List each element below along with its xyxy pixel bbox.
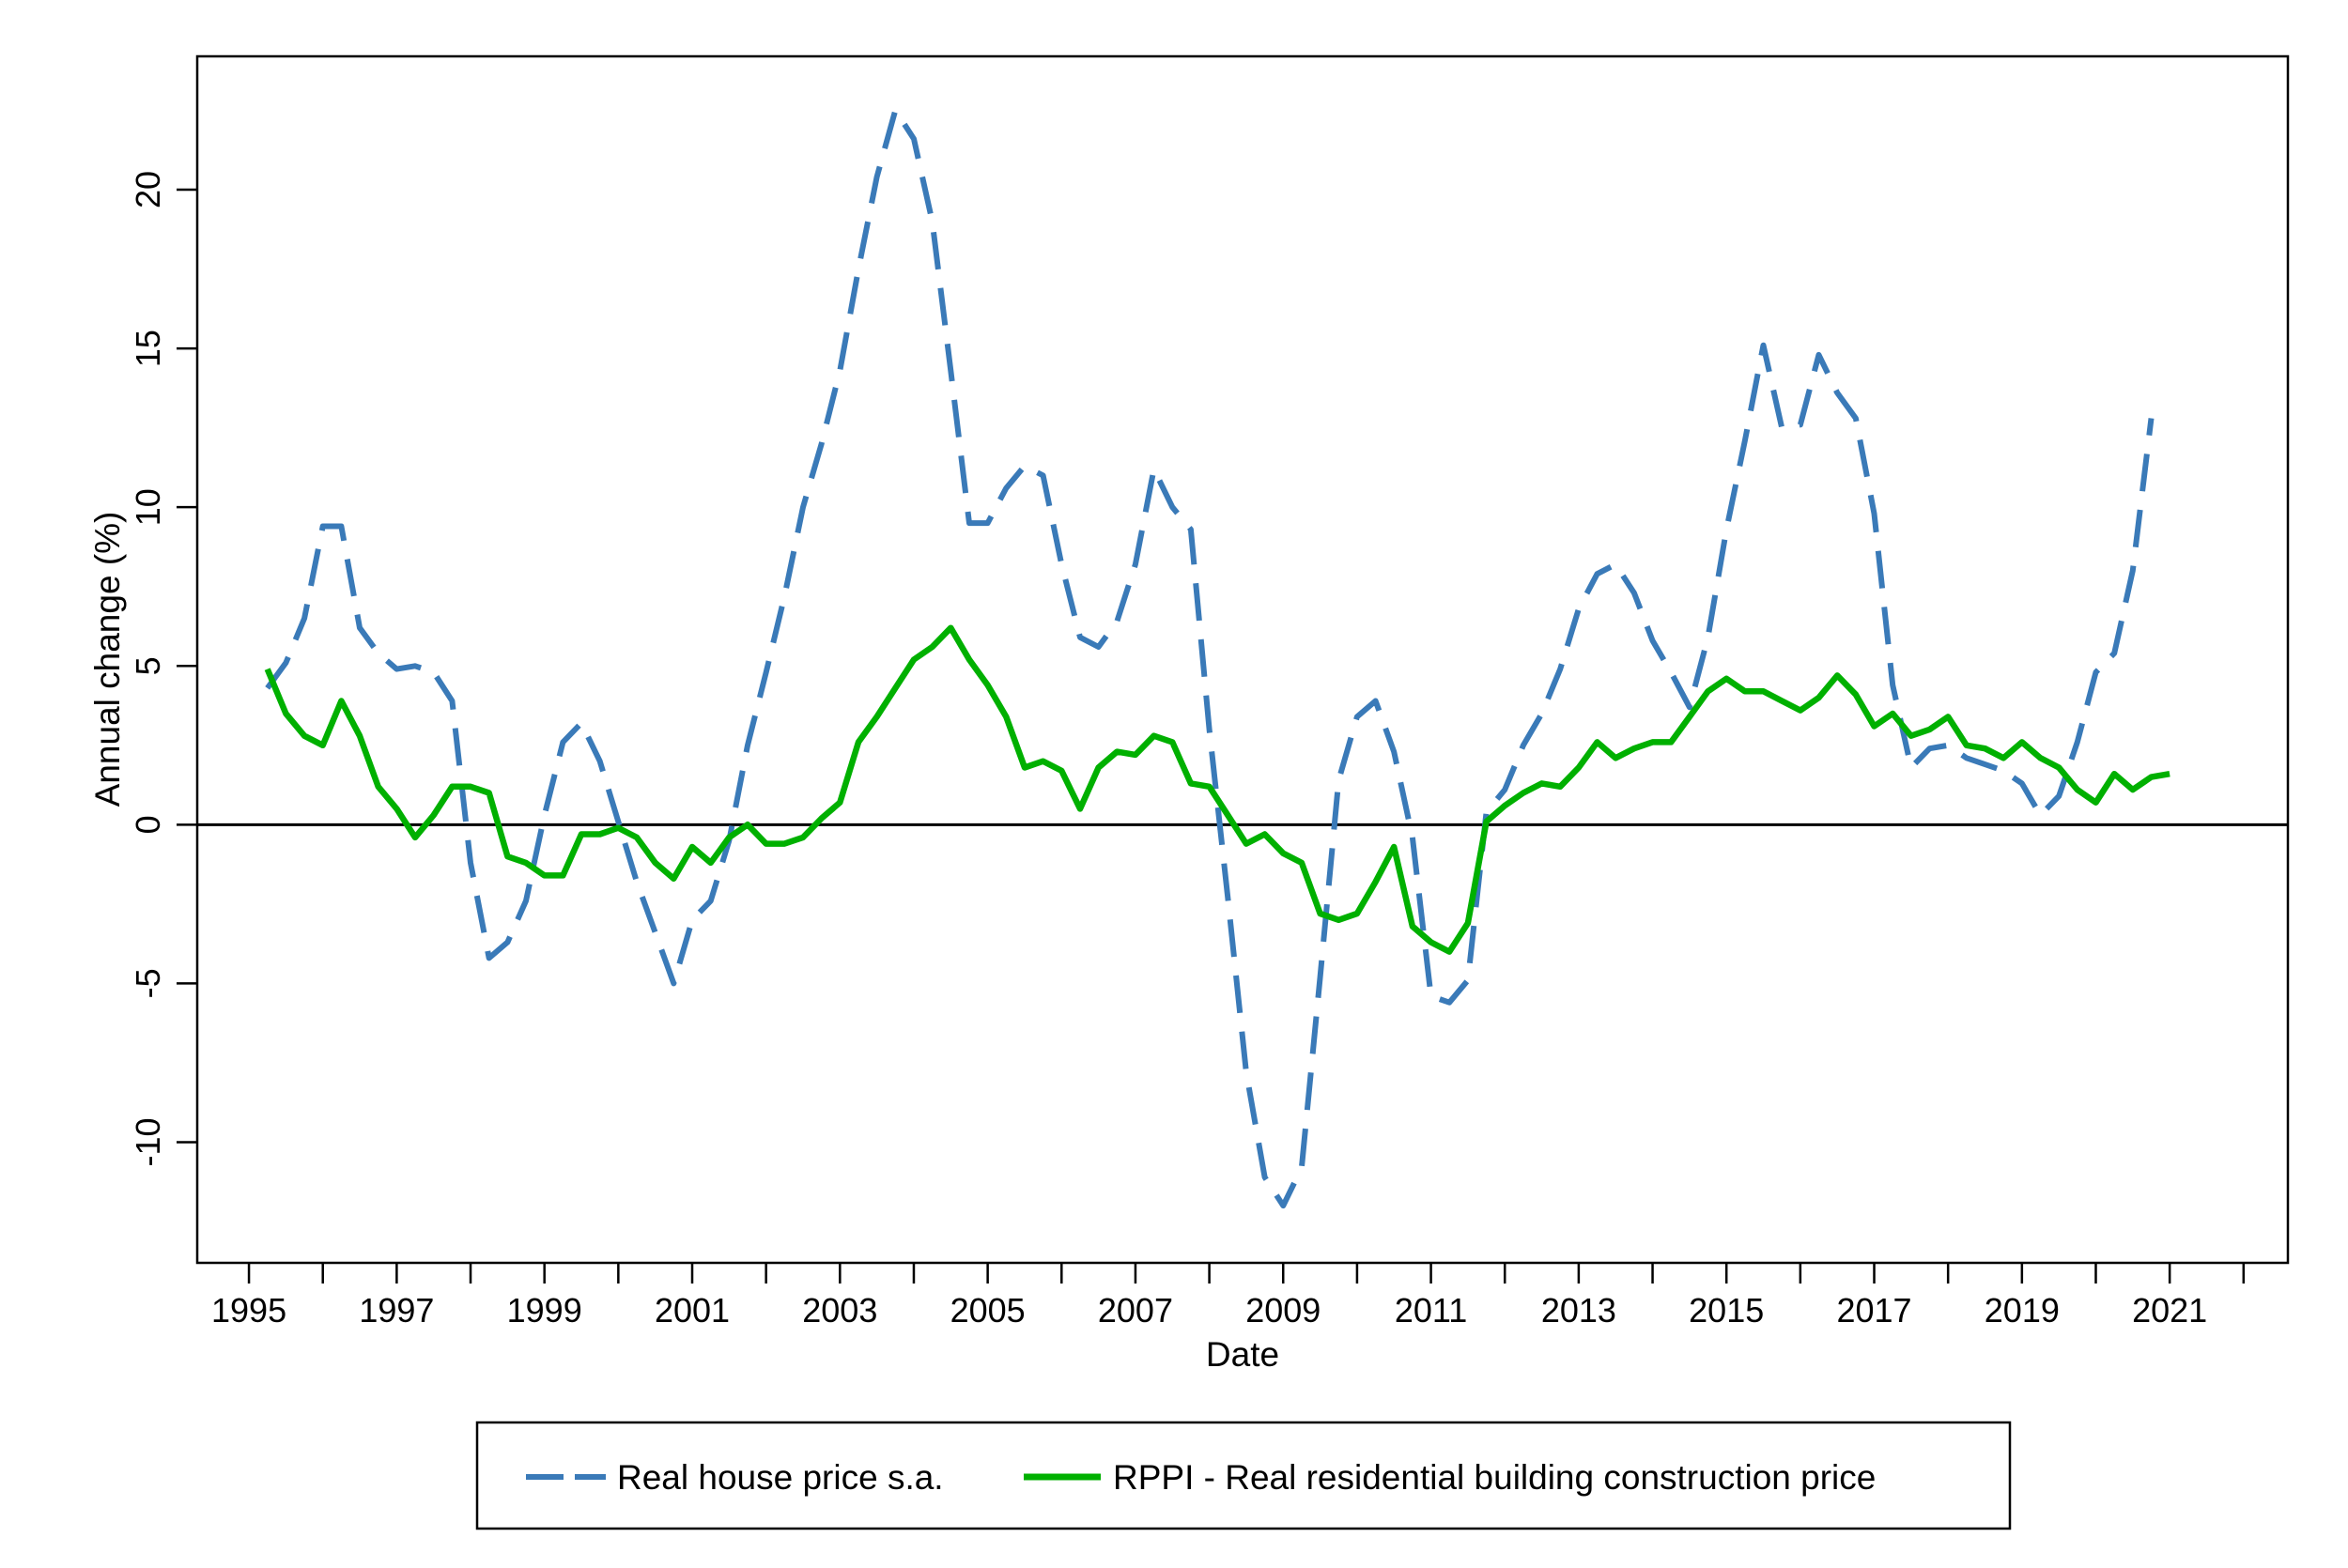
x-tick-label: 2019	[1985, 1291, 2060, 1330]
series-line-real-house-price	[265, 107, 2155, 1209]
y-tick-label: -5	[129, 968, 167, 998]
x-tick-label: 2007	[1098, 1291, 1173, 1330]
plot-frame	[195, 54, 2290, 1265]
y-tick-label: 15	[129, 330, 167, 367]
y-tick-label: -10	[129, 1117, 167, 1166]
x-tick-label: 2001	[655, 1291, 730, 1330]
x-tick-label: 1997	[359, 1291, 434, 1330]
legend-label-rppi: RPPI - Real residential building constru…	[1113, 1458, 1876, 1497]
x-tick-label: 2009	[1245, 1291, 1321, 1330]
x-tick-label: 2005	[950, 1291, 1026, 1330]
series-group	[264, 107, 2170, 1209]
x-axis: 1995 1997 1999 2001 2003 2005 2007 2009 2011 2013…	[211, 1263, 2246, 1330]
x-tick-label: 2011	[1395, 1291, 1467, 1330]
x-tick-label: 2013	[1541, 1291, 1616, 1330]
x-tick-label: 2003	[802, 1291, 877, 1330]
legend-box	[475, 1421, 2012, 1530]
series-line-rppi	[264, 624, 2170, 955]
x-tick-label: 2021	[2132, 1291, 2207, 1330]
x-tick-label: 2017	[1836, 1291, 1911, 1330]
x-tick-label: 1999	[507, 1291, 582, 1330]
legend: Real house price s.a. RPPI - Real reside…	[475, 1421, 2012, 1530]
y-tick-label: 5	[129, 656, 167, 675]
y-tick-label: 10	[129, 488, 167, 526]
x-tick-label: 1995	[211, 1291, 286, 1330]
x-tick-label: 2015	[1689, 1291, 1764, 1330]
y-tick-label: 0	[129, 815, 167, 834]
y-tick-label: 20	[129, 171, 167, 208]
y-axis-title: Annual change (%)	[88, 512, 127, 807]
legend-label-house-price: Real house price s.a.	[617, 1458, 944, 1497]
y-axis: -10 -5 0 5 10 15 20	[129, 171, 197, 1167]
x-axis-title: Date	[1206, 1335, 1279, 1374]
